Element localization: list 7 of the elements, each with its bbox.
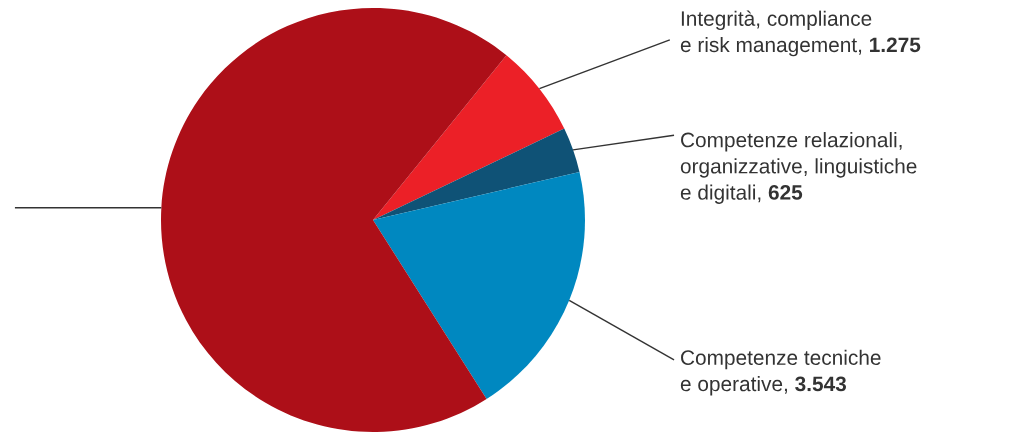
pie-slice xyxy=(373,55,565,220)
slice-label: Integrità, compliance e risk management, 1.275 xyxy=(680,10,921,57)
slice-label: Competenze tecniche e operative, 3.543 xyxy=(680,349,881,396)
slice-label: Competenze relazionali, organizzative, linguistiche e digitali, 625 xyxy=(680,132,917,204)
pie-slice xyxy=(373,128,580,220)
pie-slice xyxy=(373,171,585,399)
pie-slice xyxy=(161,8,507,432)
